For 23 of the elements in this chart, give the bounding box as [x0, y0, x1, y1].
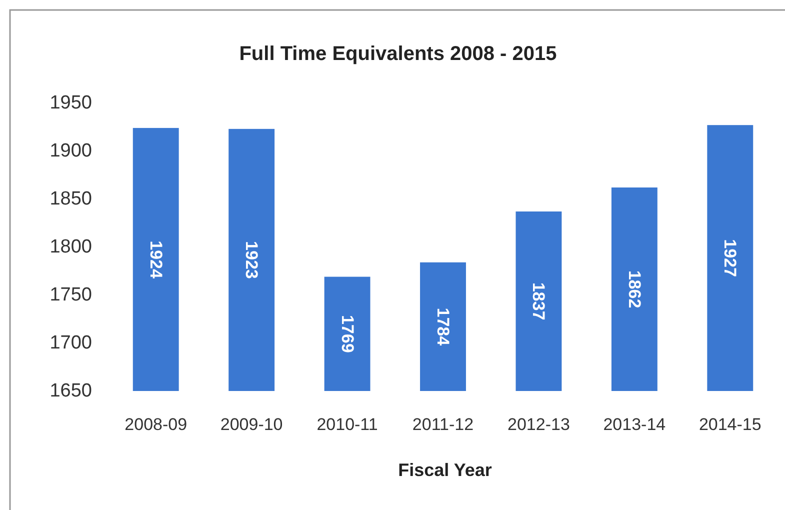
x-axis-title: Fiscal Year: [398, 460, 492, 480]
data-label: 1862: [624, 270, 644, 308]
y-tick-label: 1700: [50, 332, 92, 354]
y-tick-label: 1900: [50, 140, 92, 162]
y-tick-label: 1950: [50, 92, 92, 114]
x-tick-label: 2010-11: [316, 415, 378, 434]
x-tick-label: 2012-13: [508, 415, 570, 434]
data-label: 1923: [242, 241, 262, 279]
y-tick-label: 1850: [50, 188, 92, 210]
data-label: 1837: [529, 282, 548, 320]
y-tick-label: 1800: [50, 236, 92, 258]
x-tick-label: 2009-10: [220, 415, 283, 434]
x-tick-label: 2011-12: [412, 415, 474, 434]
x-tick-label: 2013-14: [603, 415, 666, 434]
data-label: 1924: [146, 240, 166, 279]
y-tick-label: 1650: [50, 380, 92, 402]
data-label: 1769: [338, 314, 357, 353]
x-tick-label: 2014-15: [698, 415, 762, 434]
chart-title: Full Time Equivalents 2008 - 2015: [239, 43, 557, 65]
data-label: 1927: [720, 239, 740, 277]
y-tick-label: 1750: [50, 284, 92, 306]
x-tick-label: 2008-09: [124, 415, 188, 434]
data-label: 1784: [434, 308, 452, 346]
